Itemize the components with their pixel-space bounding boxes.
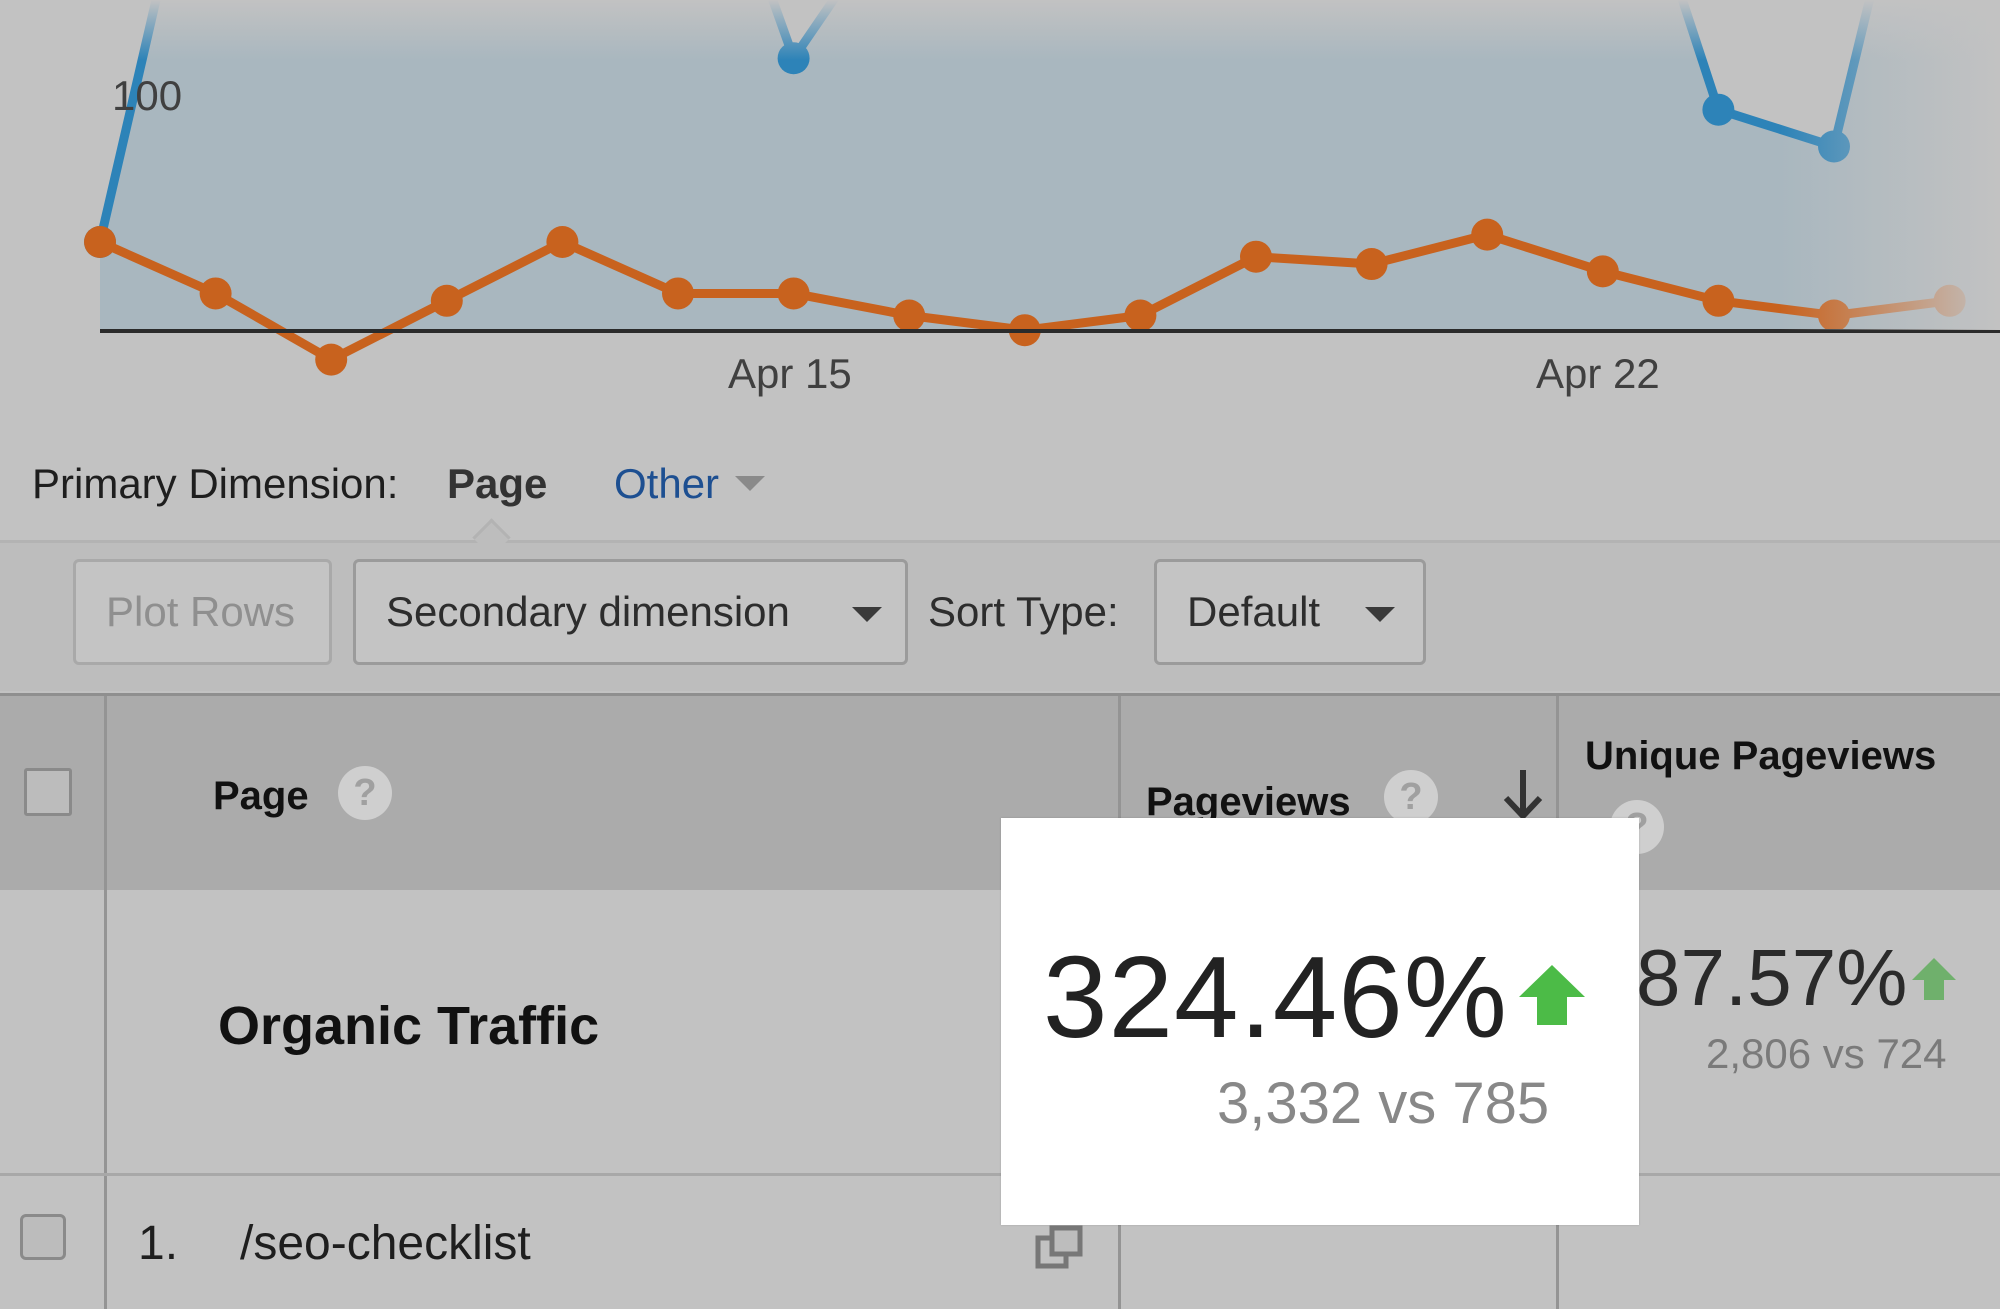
x-tick-label-apr-15: Apr 15 (728, 350, 852, 397)
other-chevron-down-icon[interactable] (735, 476, 765, 491)
summary-row: Organic Traffic 87.57% 2,806 vs 724 (0, 890, 2000, 1176)
series-b-point[interactable] (1471, 218, 1504, 251)
series-b-point[interactable] (84, 226, 116, 258)
x-tick-label-apr-22: Apr 22 (1536, 350, 1660, 397)
primary-dimension-page[interactable]: Page (447, 460, 548, 507)
header-unique-pageviews[interactable]: Unique Pageviews (1585, 734, 1937, 778)
unique-pageviews-compare: 2,806 vs 724 (1706, 1030, 1947, 1077)
series-b-point[interactable] (546, 226, 579, 258)
row-index: 1. (138, 1217, 179, 1270)
series-b-point[interactable] (1355, 248, 1388, 281)
pageviews-highlight-card: 324.46% 3,332 vs 785 (1001, 818, 1639, 1225)
plot-rows-button[interactable]: Plot Rows (73, 559, 332, 665)
table-header: Page ? Pageviews ? Unique Pageviews ? (0, 693, 2000, 893)
sort-type-value: Default (1187, 588, 1321, 635)
series-b-point[interactable] (662, 277, 694, 310)
select-all-checkbox[interactable] (24, 768, 72, 816)
secondary-dimension-dropdown[interactable]: Secondary dimension (353, 559, 908, 665)
open-external-icon[interactable] (1034, 1224, 1084, 1270)
unique-pageviews-change: 87.57% (1636, 933, 1908, 1022)
series-b-point[interactable] (777, 277, 810, 310)
line-chart (0, 0, 2000, 376)
secondary-dimension-label: Secondary dimension (386, 588, 790, 635)
primary-dimension-label: Primary Dimension: (32, 460, 399, 507)
plot-rows-label: Plot Rows (106, 588, 296, 635)
primary-dimension-other[interactable]: Other (614, 460, 720, 507)
pageviews-compare: 3,332 vs 785 (1217, 1071, 1550, 1136)
sort-descending-arrow-icon[interactable] (1500, 766, 1546, 822)
series-b-point[interactable] (1240, 240, 1272, 273)
row-checkbox[interactable] (20, 1214, 66, 1260)
series-b-point[interactable] (893, 299, 926, 332)
row-page-link[interactable]: /seo-checklist (240, 1217, 531, 1270)
series-a-line (95, 0, 1875, 244)
pageviews-change: 324.46% (1043, 932, 1508, 1062)
primary-dimension-bar: Primary Dimension: Page Other (0, 430, 2000, 543)
sort-type-dropdown[interactable]: Default (1154, 559, 1426, 665)
header-pageviews[interactable]: Pageviews (1146, 780, 1351, 824)
secondary-dimension-chevron-down-icon (852, 607, 882, 622)
table-toolbar: Plot Rows Secondary dimension Sort Type:… (0, 543, 2000, 691)
segment-label: Organic Traffic (218, 996, 600, 1056)
pageviews-help-icon[interactable]: ? (1384, 770, 1438, 824)
sort-type-chevron-down-icon (1365, 607, 1395, 622)
series-b-point[interactable] (1702, 284, 1735, 317)
sort-type-label: Sort Type: (928, 588, 1119, 635)
series-b-point[interactable] (1586, 255, 1619, 288)
y-tick-label: 100 (112, 72, 183, 119)
header-page[interactable]: Page (213, 774, 309, 818)
series-b-point[interactable] (430, 284, 463, 317)
unique-up-arrow-icon (1912, 958, 1956, 1000)
series-b-point[interactable] (315, 343, 348, 376)
table-row[interactable]: 1. /seo-checklist (0, 1176, 2000, 1309)
series-a-point[interactable] (1702, 93, 1735, 126)
series-b-point[interactable] (1124, 299, 1157, 332)
up-arrow-icon (1519, 965, 1585, 1025)
page-help-icon[interactable]: ? (338, 766, 392, 820)
series-b-point[interactable] (199, 277, 232, 310)
